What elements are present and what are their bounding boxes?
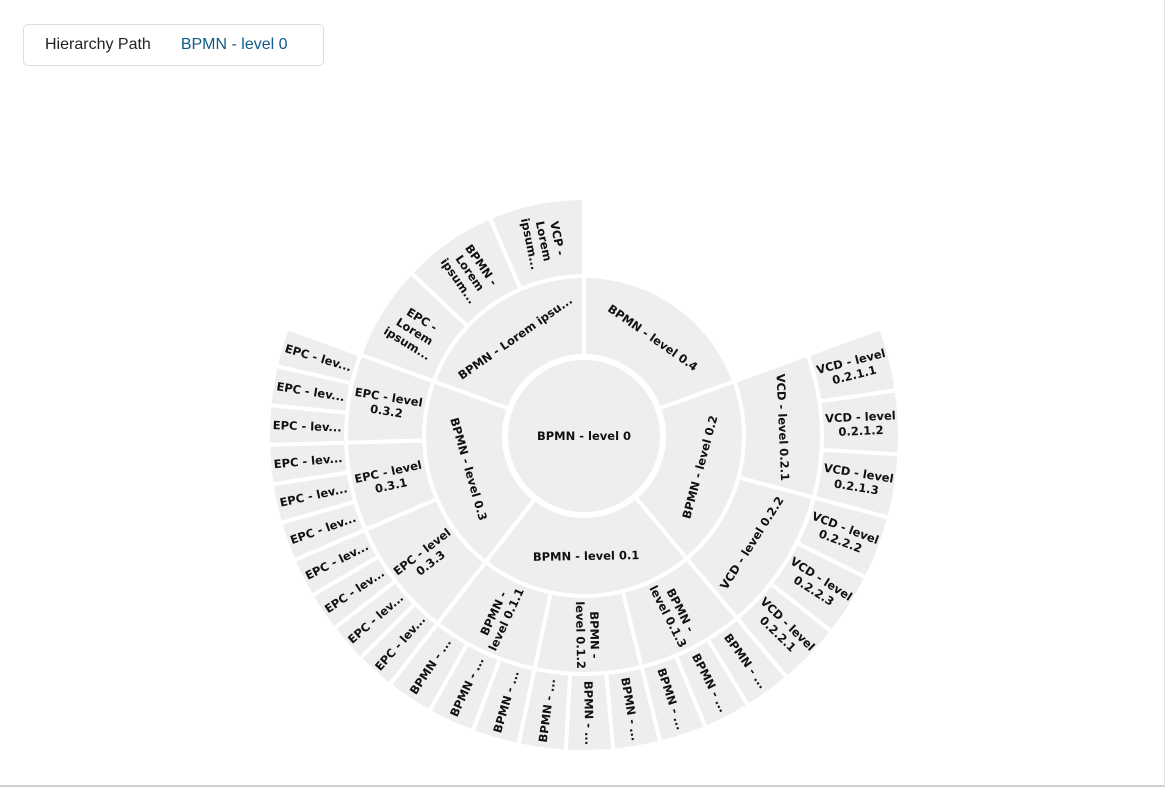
hierarchy-breadcrumb: Hierarchy Path BPMN - level 0 bbox=[23, 24, 324, 66]
sunburst-segment-level-2[interactable] bbox=[532, 588, 645, 676]
breadcrumb-current-node[interactable]: BPMN - level 0 bbox=[180, 36, 288, 53]
sunburst-root-segment[interactable] bbox=[504, 356, 664, 516]
sunburst-segment-level-3[interactable] bbox=[563, 670, 616, 754]
sunburst-segment-level-2[interactable] bbox=[487, 195, 586, 292]
sunburst-segment-level-2[interactable] bbox=[731, 352, 824, 501]
breadcrumb-label: Hierarchy Path bbox=[45, 36, 151, 53]
sunburst-segment-level-3[interactable] bbox=[817, 387, 902, 457]
sunburst-segment-level-1[interactable] bbox=[582, 273, 737, 412]
